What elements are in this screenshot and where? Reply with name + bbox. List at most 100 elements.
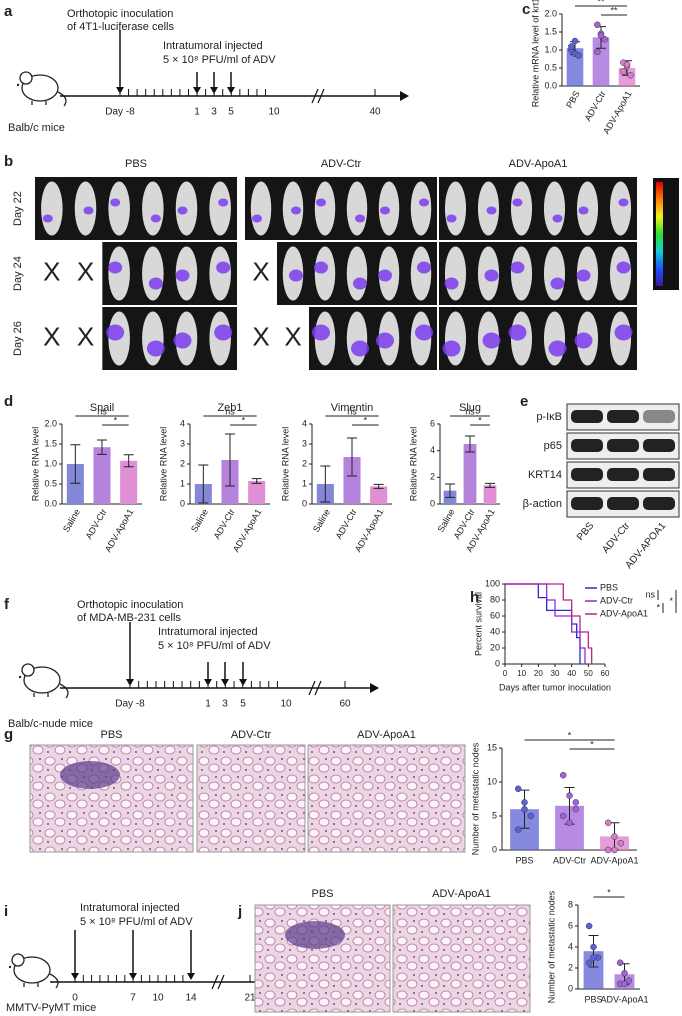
significance-label: ** — [610, 5, 618, 15]
timeline-day: 7 — [130, 993, 136, 1004]
histology-title: ADV-ApoA1 — [432, 888, 491, 900]
inoculation-text: of 4T1-luciferase cells — [67, 21, 174, 33]
y-tick-label: 2.0 — [544, 8, 557, 18]
significance-label: * — [364, 415, 368, 425]
error-bar — [97, 439, 107, 455]
legend-label: ADV-ApoA1 — [600, 608, 648, 618]
y-tick-label: 60 — [490, 610, 500, 620]
mouse-silhouette — [510, 181, 533, 236]
data-point — [620, 68, 627, 75]
mouse-silhouette — [314, 246, 336, 301]
blot-band — [643, 439, 675, 452]
signal — [616, 261, 631, 274]
timeline-day: 5 — [228, 107, 234, 118]
bioluminescence-image — [439, 307, 637, 370]
mouse-silhouette — [41, 181, 63, 236]
mouse-silhouette — [543, 181, 566, 236]
mouse-silhouette — [543, 311, 566, 366]
arrow-head — [227, 87, 235, 94]
timeline-day: 10 — [268, 107, 280, 118]
mouse-icon — [18, 663, 69, 699]
mouse-silhouette — [142, 311, 164, 366]
timeline-day: Day -8 — [115, 699, 145, 710]
x-tick-label: 60 — [601, 669, 610, 678]
significance-label: * — [114, 415, 118, 425]
data-point — [585, 922, 593, 930]
x-tick-label: ADV-Ctr — [212, 507, 237, 541]
data-point — [566, 792, 573, 799]
blot-band — [643, 497, 675, 510]
arrow-head — [221, 679, 229, 686]
data-point — [611, 846, 618, 854]
signal — [552, 214, 563, 223]
x-tick-label: ADV-Ctr — [553, 855, 586, 865]
y-axis-label: Number of metastatic nodes — [470, 742, 480, 855]
signal — [173, 332, 192, 349]
y-tick-label: 40 — [490, 626, 500, 636]
signal — [415, 324, 433, 341]
arrow-head — [187, 973, 195, 980]
legend-label: PBS — [600, 582, 618, 592]
colorbar-scale — [656, 182, 663, 286]
arrow-head — [126, 679, 134, 686]
inoculation-text: of MDA-MB-231 cells — [77, 612, 181, 624]
x-tick-label: 50 — [584, 669, 593, 678]
arrow-head — [210, 87, 218, 94]
y-tick-label: 1.5 — [544, 26, 557, 36]
inoculation-text: Orthotopic inoculation — [67, 8, 173, 20]
panel-label: i — [4, 903, 8, 920]
error-bar — [347, 437, 357, 477]
y-tick-label: 0 — [430, 498, 435, 508]
signal — [378, 269, 392, 282]
y-tick-label: 3 — [302, 438, 307, 448]
signal — [314, 261, 328, 274]
data-point — [611, 833, 618, 840]
group-title: ADV-Ctr — [321, 158, 362, 170]
error-bar — [198, 464, 209, 504]
x-tick-label: Saline — [436, 507, 457, 534]
signal — [355, 214, 365, 223]
signal — [576, 269, 591, 282]
injection-text: Intratumoral injected — [163, 40, 263, 52]
data-point — [521, 805, 528, 813]
x-tick-label: Saline — [189, 507, 210, 534]
excluded-mark: X — [284, 321, 301, 351]
group-title: PBS — [125, 158, 147, 170]
y-tick-label: 1.0 — [44, 458, 57, 468]
signal — [214, 324, 233, 341]
blot-row-label: KRT14 — [528, 469, 562, 481]
y-tick-label: 2 — [568, 962, 573, 972]
tumor-nodule — [60, 761, 120, 789]
panel-label: a — [4, 3, 13, 20]
inoculation-text: Orthotopic inoculation — [77, 599, 183, 611]
data-point — [585, 959, 593, 966]
excluded-mark: X — [252, 321, 269, 351]
data-point — [572, 805, 580, 813]
signal — [312, 324, 330, 341]
axis-break — [311, 88, 325, 104]
panel-label: b — [4, 153, 13, 170]
blot-lane-label: ADV-Ctr — [600, 520, 632, 556]
excluded-mark: X — [43, 256, 60, 286]
chart-title: Slug — [459, 402, 481, 414]
error-bar — [588, 934, 599, 968]
signal — [108, 261, 123, 274]
arrow-head — [193, 87, 201, 94]
data-point — [521, 799, 528, 806]
x-tick-label: PBS — [564, 89, 582, 110]
timeline-day: 10 — [280, 699, 292, 710]
data-point — [572, 799, 580, 806]
timeline-day: 10 — [152, 993, 164, 1004]
arrow-head — [204, 679, 212, 686]
blot-band — [607, 439, 639, 452]
blot-band — [571, 439, 603, 452]
x-tick-label: PBS — [515, 855, 533, 865]
signal — [578, 206, 589, 215]
day-label: Day 26 — [12, 321, 24, 356]
signal — [380, 206, 390, 215]
y-tick-label: 2 — [180, 458, 185, 468]
y-tick-label: 2.0 — [44, 418, 57, 428]
mouse-silhouette — [346, 181, 368, 236]
signal — [614, 324, 633, 341]
mouse-strain: Balb/c mice — [8, 122, 65, 134]
